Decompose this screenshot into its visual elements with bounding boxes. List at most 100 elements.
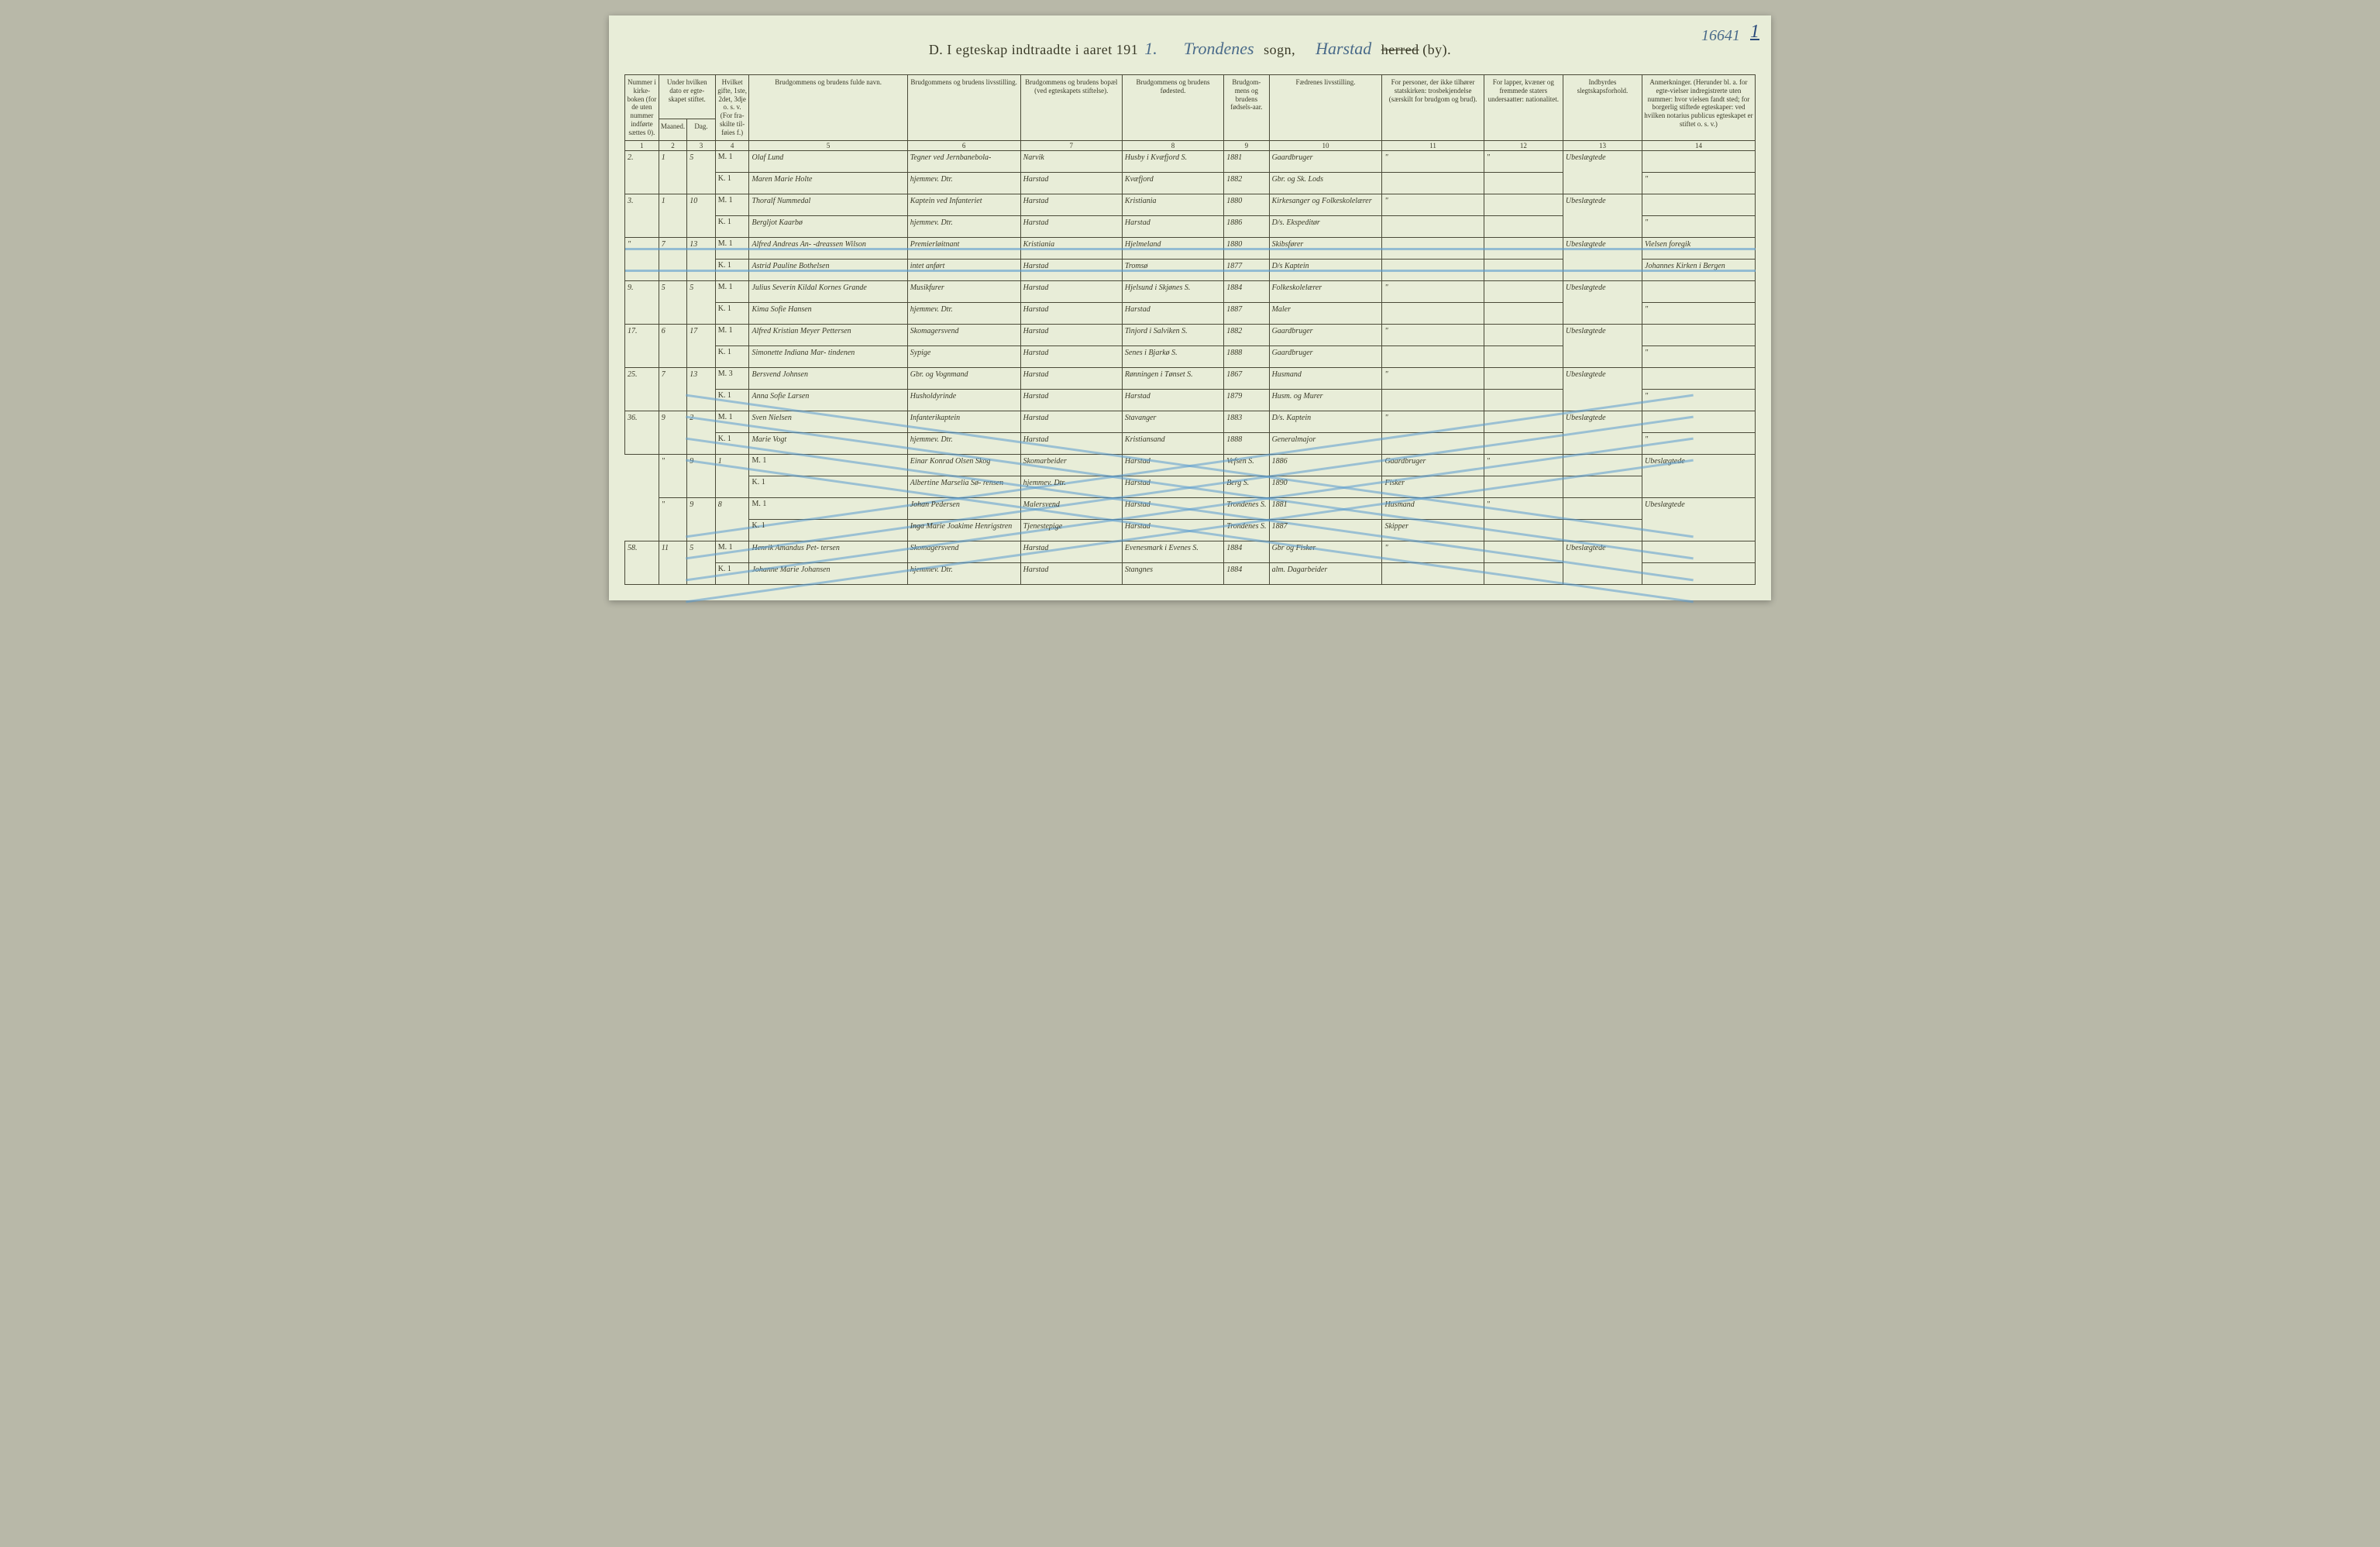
groom-residence: Harstad	[1020, 411, 1122, 432]
bride-residence: Harstad	[1020, 302, 1122, 324]
bride-occupation: intet anført	[907, 259, 1020, 280]
col-header-12: For lapper, kvæner og fremmede staters u…	[1484, 75, 1563, 141]
groom-birthyear: 1880	[1224, 237, 1269, 259]
colnum: 10	[1269, 140, 1382, 150]
groom-birthplace: Kristiania	[1122, 194, 1223, 215]
bride-father-occupation: Maler	[1269, 302, 1382, 324]
groom-father-occupation: Kirkesanger og Folkeskolelærer	[1269, 194, 1382, 215]
colnum: 6	[907, 140, 1020, 150]
col-header-3: Dag.	[687, 119, 715, 140]
bride-name: Simonette Indiana Mar- tindenen	[749, 345, 907, 367]
entry-number: 58.	[625, 541, 659, 584]
bride-nationality	[1484, 172, 1563, 194]
groom-birthplace: Husby i Kvæfjord S.	[1122, 150, 1223, 172]
col-header-1: Nummer i kirke-boken (for de uten nummer…	[625, 75, 659, 141]
groom-occupation: Musikfurer	[907, 280, 1020, 302]
groom-occupation: Kaptein ved Infanteriet	[907, 194, 1020, 215]
bride-birthplace: Harstad	[1122, 389, 1223, 411]
bride-nationality	[1484, 259, 1563, 280]
bride-name: Kima Sofie Hansen	[749, 302, 907, 324]
groom-name: Johan Pedersen	[907, 497, 1020, 519]
table-row: 3.110M. 1Thoralf NummedalKaptein ved Inf…	[625, 194, 1756, 215]
col-header-2: Maaned.	[659, 119, 686, 140]
table-row: 25.713M. 3Bersvend JohnsenGbr. og Vognma…	[625, 367, 1756, 389]
col-header-14: Anmerkninger. (Herunder bl. a. for egte-…	[1642, 75, 1756, 141]
groom-occupation: Skomagersvend	[907, 541, 1020, 562]
col-header-7: Brudgommens og brudens bopæl (ved egtesk…	[1020, 75, 1122, 141]
bride-birthplace: Stangnes	[1122, 562, 1223, 584]
groom-birthplace: Vefsen S.	[1224, 454, 1269, 476]
entry-number: 9.	[625, 280, 659, 324]
entry-number: "	[659, 497, 686, 541]
bride-birthyear: 1888	[1224, 432, 1269, 454]
title-prefix: D. I egteskap indtraadte i aaret 191	[929, 42, 1138, 57]
bride-father-occupation: D/s. Ekspeditør	[1269, 215, 1382, 237]
colnum: 14	[1642, 140, 1756, 150]
groom-confession: "	[1382, 411, 1484, 432]
bride-residence: Harstad	[1020, 259, 1122, 280]
bride-name: Bergljot Kaarbø	[749, 215, 907, 237]
groom-birthplace: Evenesmark i Evenes S.	[1122, 541, 1223, 562]
table-row: "713M. 1Alfred Andreas An- -dreassen Wil…	[625, 237, 1756, 259]
bride-birthyear: 1879	[1224, 389, 1269, 411]
groom-residence: Harstad	[1020, 280, 1122, 302]
groom-mk: M. 1	[715, 280, 749, 302]
entry-number: "	[625, 237, 659, 280]
groom-confession: "	[1484, 497, 1563, 519]
groom-birthplace: Hjelsund i Skjønes S.	[1122, 280, 1223, 302]
groom-residence: Kristiania	[1020, 237, 1122, 259]
table-row: 2.15M. 1Olaf LundTegner ved Jernbanebola…	[625, 150, 1756, 172]
bride-birthyear: 1884	[1224, 562, 1269, 584]
bride-birthplace: Senes i Bjarkø S.	[1122, 345, 1223, 367]
table-row: "98M. 1Johan PedersenMalersvendHarstadTr…	[625, 497, 1756, 519]
by-label: (by).	[1422, 42, 1451, 57]
groom-mk: M. 1	[715, 194, 749, 215]
groom-name: Julius Severin Kildal Kornes Grande	[749, 280, 907, 302]
groom-confession: "	[1382, 194, 1484, 215]
groom-birthyear: 1884	[1224, 541, 1269, 562]
bride-father-occupation: D/s Kaptein	[1269, 259, 1382, 280]
remarks-k: "	[1642, 302, 1756, 324]
remarks-k: "	[1642, 172, 1756, 194]
groom-mk: M. 1	[715, 150, 749, 172]
page-title: D. I egteskap indtraadte i aaret 1911. T…	[624, 39, 1756, 59]
bride-occupation: hjemmev. Dtr.	[907, 215, 1020, 237]
remarks-k: "	[1642, 345, 1756, 367]
kinship: Ubeslægtede	[1563, 324, 1642, 367]
bride-name: Inga Marie Joakime Henrigstren	[907, 519, 1020, 541]
entry-number: 17.	[625, 324, 659, 367]
col-header-13: Indbyrdes slegtskapsforhold.	[1563, 75, 1642, 141]
table-row: K. 1Inga Marie Joakime HenrigstrenTjenes…	[625, 519, 1756, 541]
groom-name: Alfred Kristian Meyer Pettersen	[749, 324, 907, 345]
entry-day: 5	[687, 150, 715, 194]
bride-father-occupation: Gaardbruger	[1269, 345, 1382, 367]
groom-nationality: "	[1484, 150, 1563, 172]
groom-father-occupation: Husmand	[1269, 367, 1382, 389]
bride-birthplace: Harstad	[1122, 302, 1223, 324]
bride-occupation: hjemmev. Dtr.	[907, 172, 1020, 194]
groom-birthyear: 1882	[1224, 324, 1269, 345]
col-header-10: Fædrenes livsstilling.	[1269, 75, 1382, 141]
sogn-label: sogn,	[1264, 42, 1295, 57]
bride-residence: Harstad	[1020, 215, 1122, 237]
colnum: 12	[1484, 140, 1563, 150]
remarks-m	[1642, 541, 1756, 562]
bride-mk: K. 1	[715, 215, 749, 237]
bride-birthplace: Kristiansand	[1122, 432, 1223, 454]
bride-father-occupation: Gbr. og Sk. Lods	[1269, 172, 1382, 194]
bride-confession	[1382, 345, 1484, 367]
groom-nationality	[1484, 194, 1563, 215]
groom-father-occupation: Skibsfører	[1269, 237, 1382, 259]
colnum: 8	[1122, 140, 1223, 150]
entry-month: 9	[687, 497, 715, 541]
groom-birthplace: Rønningen i Tønset S.	[1122, 367, 1223, 389]
colnum: 1	[625, 140, 659, 150]
bride-mk: K. 1	[715, 172, 749, 194]
bride-birthplace: Trondenes S.	[1224, 519, 1269, 541]
groom-father-occupation: Gaardbruger	[1269, 324, 1382, 345]
entry-day: 8	[715, 497, 749, 541]
groom-nationality	[1563, 497, 1642, 519]
groom-birthyear: 1884	[1224, 280, 1269, 302]
remarks-m	[1642, 194, 1756, 215]
kinship: Ubeslægtede	[1642, 497, 1756, 541]
